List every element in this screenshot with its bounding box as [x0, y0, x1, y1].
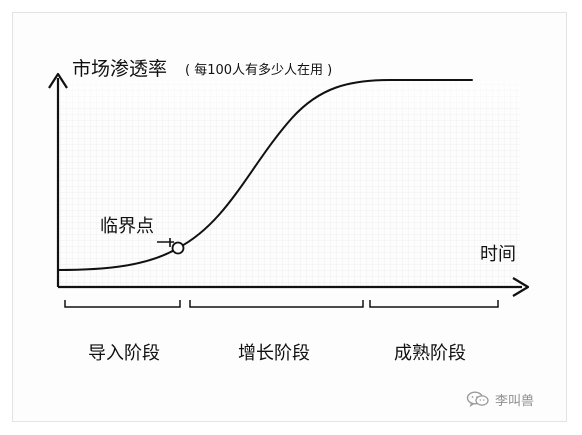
watermark: 李叫兽 [466, 389, 534, 409]
stage-intro-label: 导入阶段 [88, 343, 160, 364]
y-axis-note: ( 每100人有多少人在用 ) [185, 63, 333, 78]
stage-mature-label: 成熟阶段 [394, 343, 466, 364]
stage-bracket-growth [189, 300, 364, 308]
critical-point-label: 临界点 [100, 216, 154, 237]
wechat-icon [466, 390, 490, 408]
stage-growth-label: 增长阶段 [238, 343, 310, 364]
grid-fade [58, 82, 520, 122]
y-axis-arrow [48, 72, 68, 89]
adoption-s-curve [57, 79, 473, 271]
y-axis-title: 市场渗透率 [72, 58, 168, 80]
stage-bracket-mature [369, 300, 499, 308]
x-axis-arrow [512, 277, 530, 297]
x-axis-title: 时间 [480, 244, 516, 265]
watermark-text: 李叫兽 [495, 393, 535, 409]
critical-point-marker [171, 241, 185, 255]
stage-bracket-intro [64, 300, 181, 308]
